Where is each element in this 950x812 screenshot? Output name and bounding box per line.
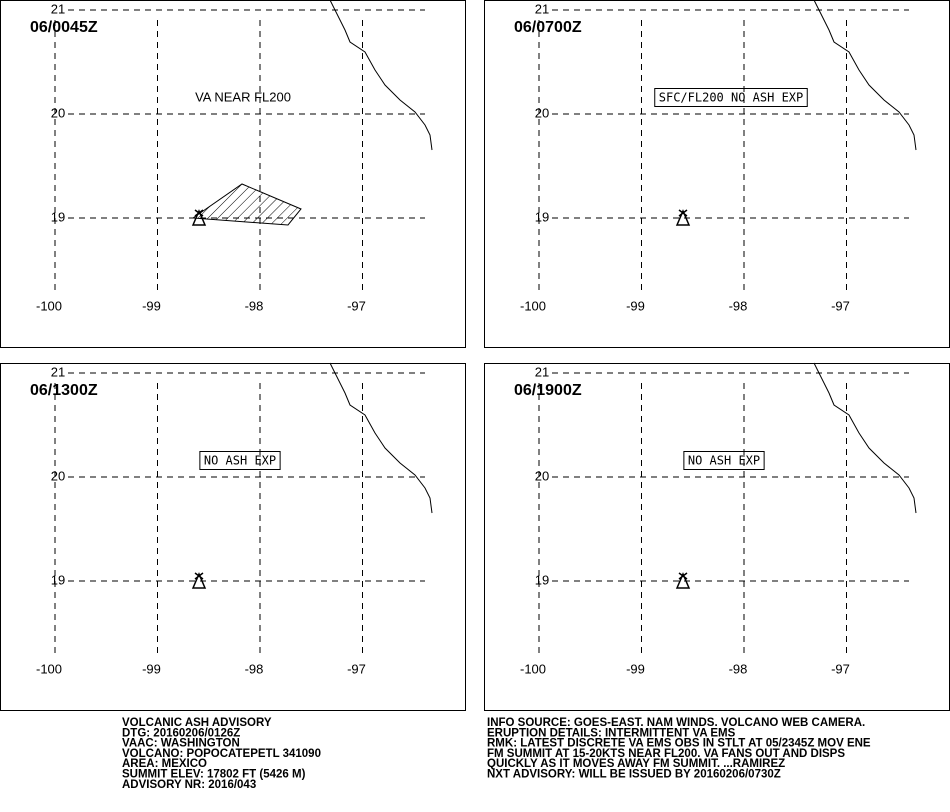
panel-frame [484,0,950,348]
advisory-line: VOLCANIC ASH ADVISORY [122,717,272,729]
ash-note: NO ASH EXP [688,454,760,468]
valid-time: 06/1900Z [514,382,582,399]
longitude-label: -97 [347,661,366,676]
longitude-label: -99 [626,298,645,313]
latitude-label: 19 [51,572,65,587]
longitude-label: -100 [36,661,62,676]
longitude-label: -100 [520,661,546,676]
map-panel: 21 20 19 -100 -99 -98 -97 06/0045Z VA NEAR FL200 [0,0,466,348]
longitude-label: -98 [729,661,748,676]
latitude-label: 19 [51,209,65,224]
volcano-symbol [191,209,207,226]
longitude-label: -100 [36,298,62,313]
coastline [329,0,433,151]
advisory-line: FM SUMMIT AT 15-20KTS NEAR FL200. VA FAN… [487,748,845,760]
map-panel: 21 20 19 -100 -99 -98 -97 06/0700Z SFC/FL200 NO … [484,0,950,348]
latitude-label: 19 [535,572,549,587]
panel-frame [0,363,466,711]
advisory-line: QUICKLY AS IT MOVES AWAY FM SUMMIT. ...R… [487,758,785,770]
note-box [654,88,808,107]
advisory-line: RMK: LATEST DISCRETE VA EMS OBS IN STLT … [487,738,871,750]
advisory-line: ERUPTION DETAILS: INTERMITTENT VA EMS [487,727,736,739]
longitude-label: -97 [831,661,850,676]
longitude-label: -97 [831,298,850,313]
panel-frame [0,0,466,348]
volcano-symbol [191,572,207,589]
latitude-label: 21 [51,1,65,16]
longitude-label: -98 [245,661,264,676]
valid-time: 06/0700Z [514,19,582,36]
latitude-label: 20 [535,105,549,120]
volcano-symbol [675,572,691,589]
advisory-line: INFO SOURCE: GOES-EAST. NAM WINDS. VOLCA… [487,717,865,729]
latitude-label: 21 [535,364,549,379]
longitude-label: -99 [626,661,645,676]
note-box [683,451,765,470]
valid-time: 06/0045Z [30,19,98,36]
coastline [329,362,433,514]
panel-frame [484,363,950,711]
longitude-label: -98 [245,298,264,313]
map-panel: 21 20 19 -100 -99 -98 -97 06/1900Z NO ASH EXP [484,362,950,711]
note-box [199,451,281,470]
volcano-symbol [675,209,691,226]
longitude-label: -100 [520,298,546,313]
longitude-label: -98 [729,298,748,313]
latitude-label: 20 [51,105,65,120]
ash-note: VA NEAR FL200 [195,89,291,104]
coastline [813,0,917,151]
latitude-label: 20 [535,468,549,483]
latitude-label: 21 [535,1,549,16]
latitude-label: 20 [51,468,65,483]
coastline [813,362,917,514]
ash-note: NO ASH EXP [204,454,276,468]
advisory-line: DTG: 20160206/0126Z [122,727,240,739]
latitude-label: 21 [51,364,65,379]
advisory-line: VAAC: WASHINGTON [122,738,240,750]
advisory-line: NXT ADVISORY: WILL BE ISSUED BY 20160206… [487,769,781,781]
valid-time: 06/1300Z [30,382,98,399]
advisory-line: AREA: MEXICO [122,758,207,770]
ash-note: SFC/FL200 NO ASH EXP [659,91,804,105]
longitude-label: -99 [142,661,161,676]
longitude-label: -99 [142,298,161,313]
advisory-line: ADVISORY NR: 2016/043 [122,779,256,791]
advisory-line: VOLCANO: POPOCATEPETL 341090 [122,748,321,760]
latitude-label: 19 [535,209,549,224]
advisory-line: SUMMIT ELEV: 17802 FT (5426 M) [122,769,306,781]
map-panel: 21 20 19 -100 -99 -98 -97 06/1300Z NO ASH EXP [0,362,466,711]
ash-area [191,183,302,226]
longitude-label: -97 [347,298,366,313]
